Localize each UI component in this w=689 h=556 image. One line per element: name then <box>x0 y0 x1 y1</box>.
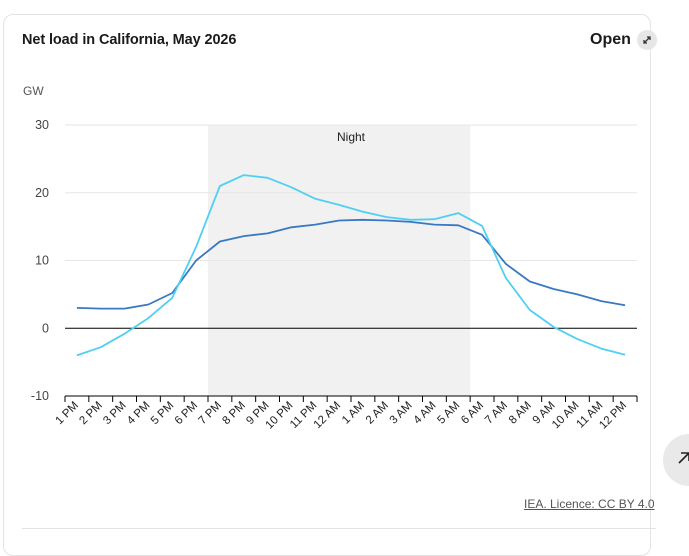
x-tick-label: 7 PM <box>197 400 224 427</box>
x-tick-label: 12 PM <box>597 400 629 432</box>
y-tick-label: 30 <box>35 118 49 132</box>
x-tick-label: 7 AM <box>483 400 510 427</box>
chart-title: Net load in California, May 2026 <box>22 32 237 48</box>
x-tick-label: 1 AM <box>340 400 367 427</box>
series-line-2 <box>76 174 626 357</box>
y-tick-label: 0 <box>42 321 49 335</box>
x-tick-label: 8 AM <box>507 400 534 427</box>
x-tick-label: 2 AM <box>364 400 391 427</box>
x-tick-label: 6 AM <box>459 400 486 427</box>
x-tick-label: 5 PM <box>149 400 176 427</box>
x-tick-label: 3 PM <box>101 400 128 427</box>
x-tick-label: 8 PM <box>220 400 247 427</box>
x-tick-label: 4 AM <box>412 400 439 427</box>
y-tick-label: -10 <box>31 389 49 403</box>
bottom-divider <box>22 528 656 529</box>
arrow-up-right-icon <box>678 452 689 464</box>
open-button[interactable]: Open <box>590 30 657 50</box>
x-tick-label: 2 PM <box>77 400 104 427</box>
expand-arrows-icon <box>636 30 657 50</box>
open-label: Open <box>590 31 631 48</box>
x-tick-label: 6 PM <box>173 400 200 427</box>
y-tick-label: 20 <box>35 186 49 200</box>
x-tick-label: 12 AM <box>312 400 344 432</box>
x-tick-label: 10 AM <box>550 400 582 432</box>
x-tick-label: 10 PM <box>264 400 296 432</box>
source-licence-link[interactable]: IEA. Licence: CC BY 4.0 <box>524 497 655 511</box>
x-tick-label: 5 AM <box>435 400 462 427</box>
x-tick-label: 1 PM <box>54 400 81 427</box>
x-tick-label: 4 PM <box>125 400 152 427</box>
x-tick-label: 3 AM <box>388 400 415 427</box>
y-tick-label: 10 <box>35 254 49 268</box>
y-axis-unit-label: GW <box>23 84 44 98</box>
night-annotation-label: Night <box>337 130 366 144</box>
series-line-1 <box>76 218 626 310</box>
